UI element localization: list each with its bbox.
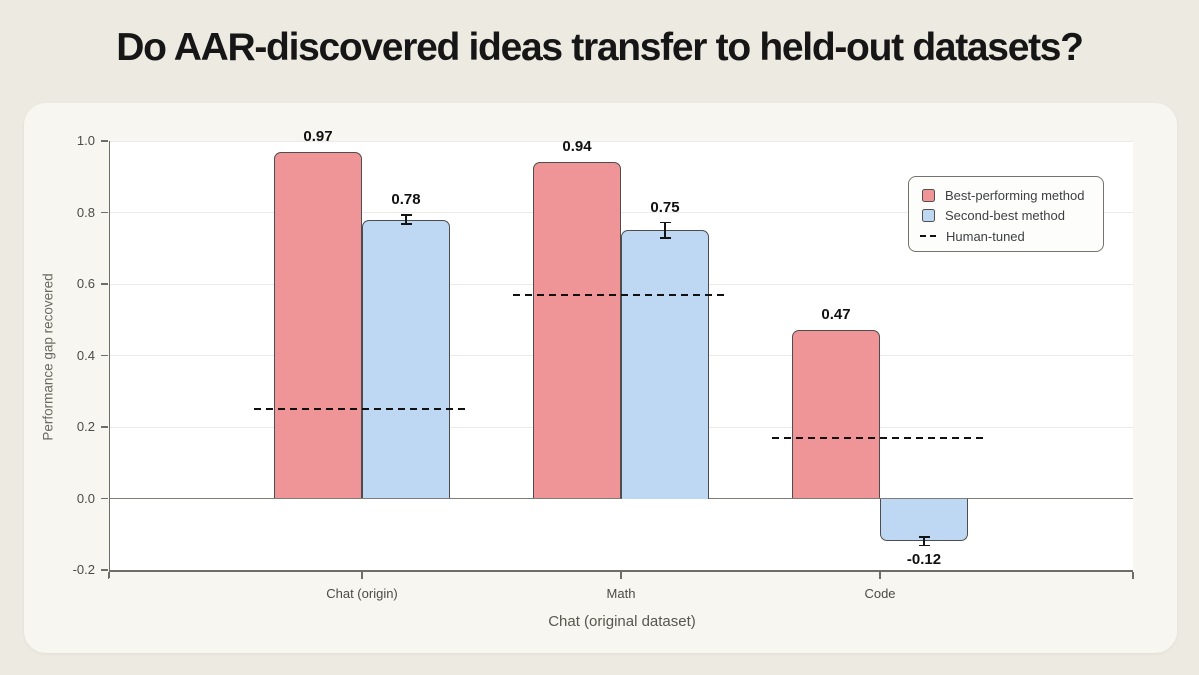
bar-value-label: 0.94 <box>562 138 592 156</box>
error-bar-cap <box>400 214 412 216</box>
error-bar <box>664 222 666 239</box>
y-tick <box>101 211 108 214</box>
bar-value-label: -0.12 <box>906 550 942 568</box>
y-tick <box>101 283 108 285</box>
x-category-label: Chat (origin) <box>326 586 398 601</box>
y-tick-label: 0.2 <box>76 419 95 434</box>
bar-value-label: 0.97 <box>303 127 333 145</box>
y-tick-label: 1.0 <box>76 133 95 148</box>
human-tuned-line <box>772 436 988 439</box>
bar-value-label: 0.75 <box>650 198 680 216</box>
bar-best-performing-method-chat-origin <box>274 151 362 499</box>
bar-value-label: 0.47 <box>821 306 851 324</box>
error-bar <box>923 537 925 546</box>
legend-dashed-line-icon <box>920 230 936 243</box>
bar-second-best-method-chat-origin <box>362 219 450 499</box>
x-tick <box>107 571 110 579</box>
y-tick-label: 0.4 <box>76 347 95 363</box>
y-tick-label: -0.2 <box>72 562 95 577</box>
legend-label-second-best: Second-best method <box>945 208 1065 224</box>
legend-label-best-performing: Best-performing method <box>945 187 1085 203</box>
y-tick <box>101 569 108 571</box>
error-bar-cap <box>659 221 671 224</box>
x-category-label: Math <box>606 586 636 601</box>
x-tick <box>1132 571 1134 579</box>
legend: Best-performing method Second-best metho… <box>908 176 1104 252</box>
legend-label-human-tuned: Human-tuned <box>946 228 1025 244</box>
y-tick <box>101 426 108 428</box>
legend-item-second-best: Second-best method <box>921 206 1093 227</box>
error-bar-cap <box>400 223 412 226</box>
x-category-label: Code <box>864 586 896 601</box>
y-tick <box>101 497 108 500</box>
legend-item-human-tuned: Human-tuned <box>920 226 1093 247</box>
y-tick-label: 0.8 <box>76 204 95 220</box>
bar-second-best-method-math <box>621 230 709 499</box>
bar-value-label: 0.78 <box>391 191 421 208</box>
error-bar <box>405 215 407 225</box>
y-tick-label: 0.6 <box>76 276 95 291</box>
human-tuned-line <box>513 293 729 296</box>
error-bar-cap <box>918 536 930 538</box>
bar-best-performing-method-code <box>792 330 880 499</box>
y-axis-spine <box>108 141 110 578</box>
x-axis-spine <box>108 570 1133 572</box>
bar-second-best-method-code <box>880 498 968 542</box>
gridline <box>110 140 1133 142</box>
gridline <box>110 212 1133 213</box>
zero-baseline <box>110 497 1133 500</box>
y-tick-label: 0.0 <box>76 490 95 506</box>
x-tick <box>620 571 622 579</box>
x-tick <box>361 571 363 579</box>
y-tick <box>101 140 108 142</box>
error-bar-cap <box>659 237 671 240</box>
x-axis-title: Chat (original dataset) <box>548 613 696 630</box>
legend-swatch-second-best-icon <box>922 209 935 223</box>
legend-swatch-best-performing-icon <box>922 188 935 202</box>
error-bar-cap <box>918 544 930 547</box>
human-tuned-line <box>254 408 470 411</box>
legend-item-best-performing: Best-performing method <box>921 185 1093 206</box>
chart-title: Do AAR-discovered ideas transfer to held… <box>116 26 1084 69</box>
y-tick <box>101 354 108 357</box>
bar-best-performing-method-math <box>533 162 621 499</box>
x-tick <box>879 571 881 579</box>
